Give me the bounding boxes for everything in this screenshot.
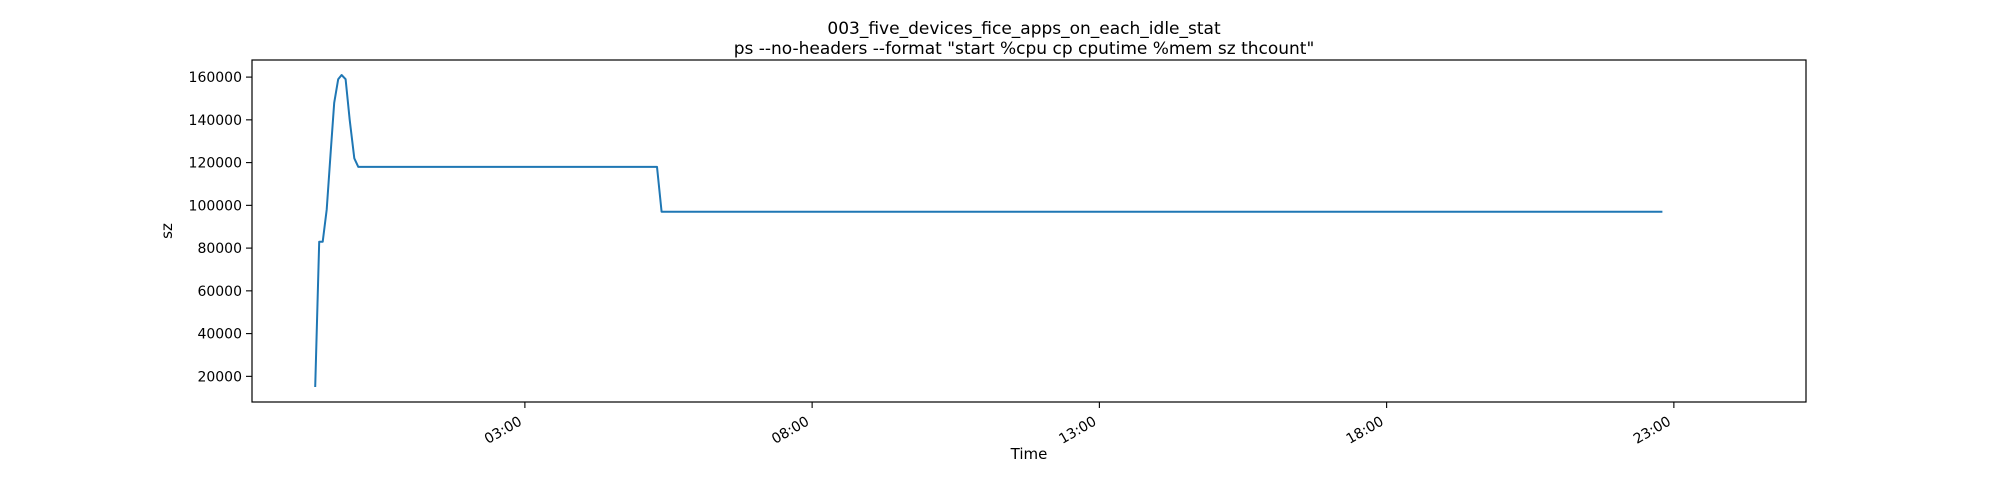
y-tick-label-6: 140000: [189, 113, 242, 129]
y-tick-label-4: 100000: [189, 198, 242, 214]
y-tick-label-0: 20000: [197, 369, 242, 385]
chart-subtitle: ps --no-headers --format "start %cpu cp …: [734, 39, 1315, 59]
y-tick-label-1: 40000: [197, 327, 242, 343]
series-layer: [314, 74, 1663, 388]
plot-frame: [251, 59, 1807, 403]
series-line-0: [314, 74, 1663, 388]
x-tick-label-1: 08:00: [769, 414, 812, 448]
x-tick-label-2: 13:00: [1056, 414, 1099, 448]
x-tick-label-3: 18:00: [1344, 414, 1387, 448]
y-tick-label-5: 120000: [189, 156, 242, 172]
y-tick-label-2: 60000: [197, 284, 242, 300]
x-tick-label-4: 23:00: [1631, 414, 1674, 448]
y-tick-label-3: 80000: [197, 241, 242, 257]
x-axis-ticks: 03:00 08:00 13:00 18:00 23:00: [482, 402, 1675, 448]
y-axis-ticks: 20000 40000 60000 80000 100000 120000 140000 16…: [189, 70, 252, 385]
chart-title: 003_five_devices_fice_apps_on_each_idle_…: [827, 19, 1221, 39]
y-axis-label: sz: [158, 223, 176, 239]
x-axis-label: Time: [1010, 445, 1048, 463]
y-tick-label-7: 160000: [189, 70, 242, 86]
x-tick-label-0: 03:00: [482, 414, 525, 448]
